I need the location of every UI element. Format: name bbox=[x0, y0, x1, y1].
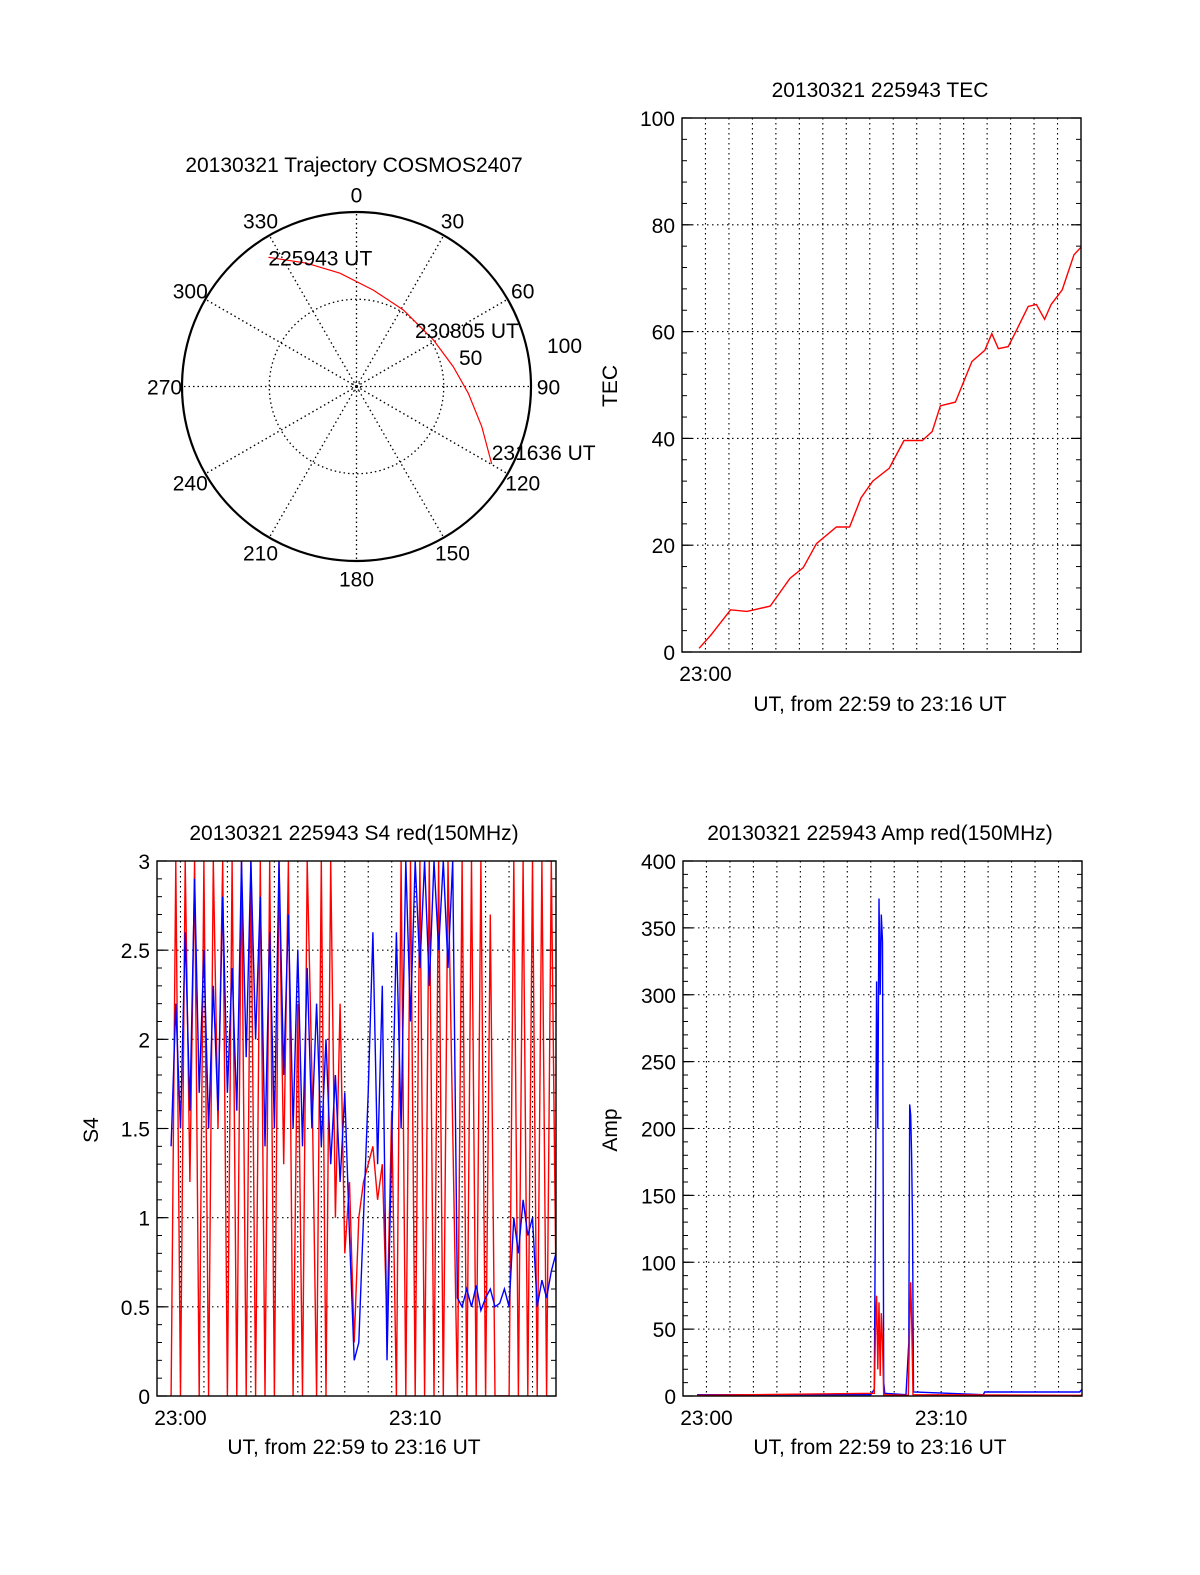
amp-xlabel: UT, from 22:59 to 23:16 UT bbox=[753, 1436, 1006, 1459]
polar-time-annotation: 231636 UT bbox=[492, 442, 596, 465]
s4-series-red-line bbox=[170, 861, 556, 1396]
amp-plot-frame bbox=[682, 860, 1083, 1397]
tec-ytick-label: 80 bbox=[652, 215, 675, 238]
amp-ytick-label: 50 bbox=[653, 1319, 676, 1342]
tec-ytick-label: 0 bbox=[663, 642, 675, 665]
tec-ytick-label: 40 bbox=[652, 428, 675, 451]
s4-ytick-label: 0.5 bbox=[121, 1297, 150, 1320]
polar-radial-label-50: 50 bbox=[459, 347, 482, 370]
s4-xtick-label: 23:00 bbox=[154, 1407, 207, 1430]
amp-title: 20130321 225943 Amp red(150MHz) bbox=[707, 822, 1053, 845]
tec-plot-frame bbox=[681, 117, 1082, 653]
polar-title: 20130321 Trajectory COSMOS2407 bbox=[185, 154, 522, 177]
amp-panel: 20130321 225943 Amp red(150MHz) UT, from… bbox=[599, 822, 1083, 1459]
tec-ylabel: TEC bbox=[599, 365, 622, 407]
amp-series-blue-line bbox=[697, 898, 1082, 1396]
polar-angle-label: 240 bbox=[173, 472, 208, 495]
polar-spoke-30 bbox=[355, 235, 445, 387]
polar-time-annotation: 230805 UT bbox=[415, 320, 519, 343]
s4-plot-frame bbox=[156, 860, 557, 1397]
tec-xlabel: UT, from 22:59 to 23:16 UT bbox=[753, 693, 1006, 716]
tec-title: 20130321 225943 TEC bbox=[772, 79, 989, 102]
amp-series-red-line bbox=[697, 1282, 1082, 1396]
polar-time-annotation: 225943 UT bbox=[268, 247, 372, 270]
amp-ytick-label: 250 bbox=[641, 1052, 676, 1075]
polar-angle-label: 180 bbox=[339, 568, 374, 591]
s4-ytick-label: 3 bbox=[138, 851, 150, 874]
amp-ytick-label: 350 bbox=[641, 918, 676, 941]
polar-angle-label: 120 bbox=[505, 472, 540, 495]
amp-xtick-label: 23:00 bbox=[680, 1407, 733, 1430]
s4-title: 20130321 225943 S4 red(150MHz) bbox=[189, 822, 518, 845]
polar-spoke-300 bbox=[205, 298, 357, 388]
polar-trajectory-panel: 20130321 Trajectory COSMOS2407 0 30 60 90 12… bbox=[147, 154, 596, 591]
s4-xlabel: UT, from 22:59 to 23:16 UT bbox=[227, 1436, 480, 1459]
polar-ring-50 bbox=[268, 298, 445, 475]
polar-radial-label-100: 100 bbox=[547, 335, 582, 358]
amp-xtick-label: 23:10 bbox=[915, 1407, 968, 1430]
polar-outer-ring bbox=[180, 210, 533, 563]
polar-spoke-150 bbox=[355, 386, 445, 538]
polar-angle-label: 150 bbox=[435, 543, 470, 566]
polar-angle-label: 300 bbox=[173, 281, 208, 304]
tec-xtick-label: 23:00 bbox=[679, 663, 732, 686]
polar-spoke-240 bbox=[205, 385, 357, 475]
amp-ytick-label: 200 bbox=[641, 1119, 676, 1142]
tec-ytick-label: 100 bbox=[640, 108, 675, 131]
tec-ytick-label: 20 bbox=[652, 535, 675, 558]
s4-ytick-label: 1.5 bbox=[121, 1119, 150, 1142]
amp-ytick-label: 400 bbox=[641, 851, 676, 874]
s4-series-blue-line bbox=[170, 861, 556, 1361]
s4-ytick-label: 2 bbox=[138, 1029, 150, 1052]
s4-ytick-label: 2.5 bbox=[121, 940, 150, 963]
amp-ytick-label: 150 bbox=[641, 1185, 676, 1208]
polar-angle-label: 270 bbox=[147, 377, 182, 400]
polar-spoke-330 bbox=[268, 235, 358, 387]
polar-angle-label: 330 bbox=[243, 210, 278, 233]
amp-ylabel: Amp bbox=[599, 1108, 622, 1151]
polar-angle-label: 0 bbox=[351, 185, 363, 208]
polar-angle-label: 210 bbox=[243, 543, 278, 566]
s4-panel: 20130321 225943 S4 red(150MHz) UT, from … bbox=[80, 822, 557, 1459]
polar-spoke-120 bbox=[356, 385, 508, 475]
polar-angle-label: 90 bbox=[537, 377, 560, 400]
polar-center-marker bbox=[352, 382, 361, 391]
s4-xtick-label: 23:10 bbox=[389, 1407, 442, 1430]
polar-trajectory-line bbox=[268, 256, 493, 465]
s4-ylabel: S4 bbox=[80, 1117, 103, 1143]
amp-ytick-label: 100 bbox=[641, 1252, 676, 1275]
tec-series-TEC-line bbox=[698, 246, 1081, 649]
s4-ytick-label: 1 bbox=[138, 1208, 150, 1231]
polar-angle-label: 30 bbox=[441, 210, 464, 233]
polar-spoke-210 bbox=[268, 386, 358, 538]
amp-ytick-label: 0 bbox=[664, 1386, 676, 1409]
tec-panel: 20130321 225943 TEC UT, from 22:59 to 23… bbox=[599, 79, 1082, 716]
amp-ytick-label: 300 bbox=[641, 985, 676, 1008]
polar-angle-label: 60 bbox=[511, 281, 534, 304]
s4-ytick-label: 0 bbox=[138, 1386, 150, 1409]
tec-ytick-label: 60 bbox=[652, 322, 675, 345]
polar-spoke-60 bbox=[356, 298, 508, 388]
